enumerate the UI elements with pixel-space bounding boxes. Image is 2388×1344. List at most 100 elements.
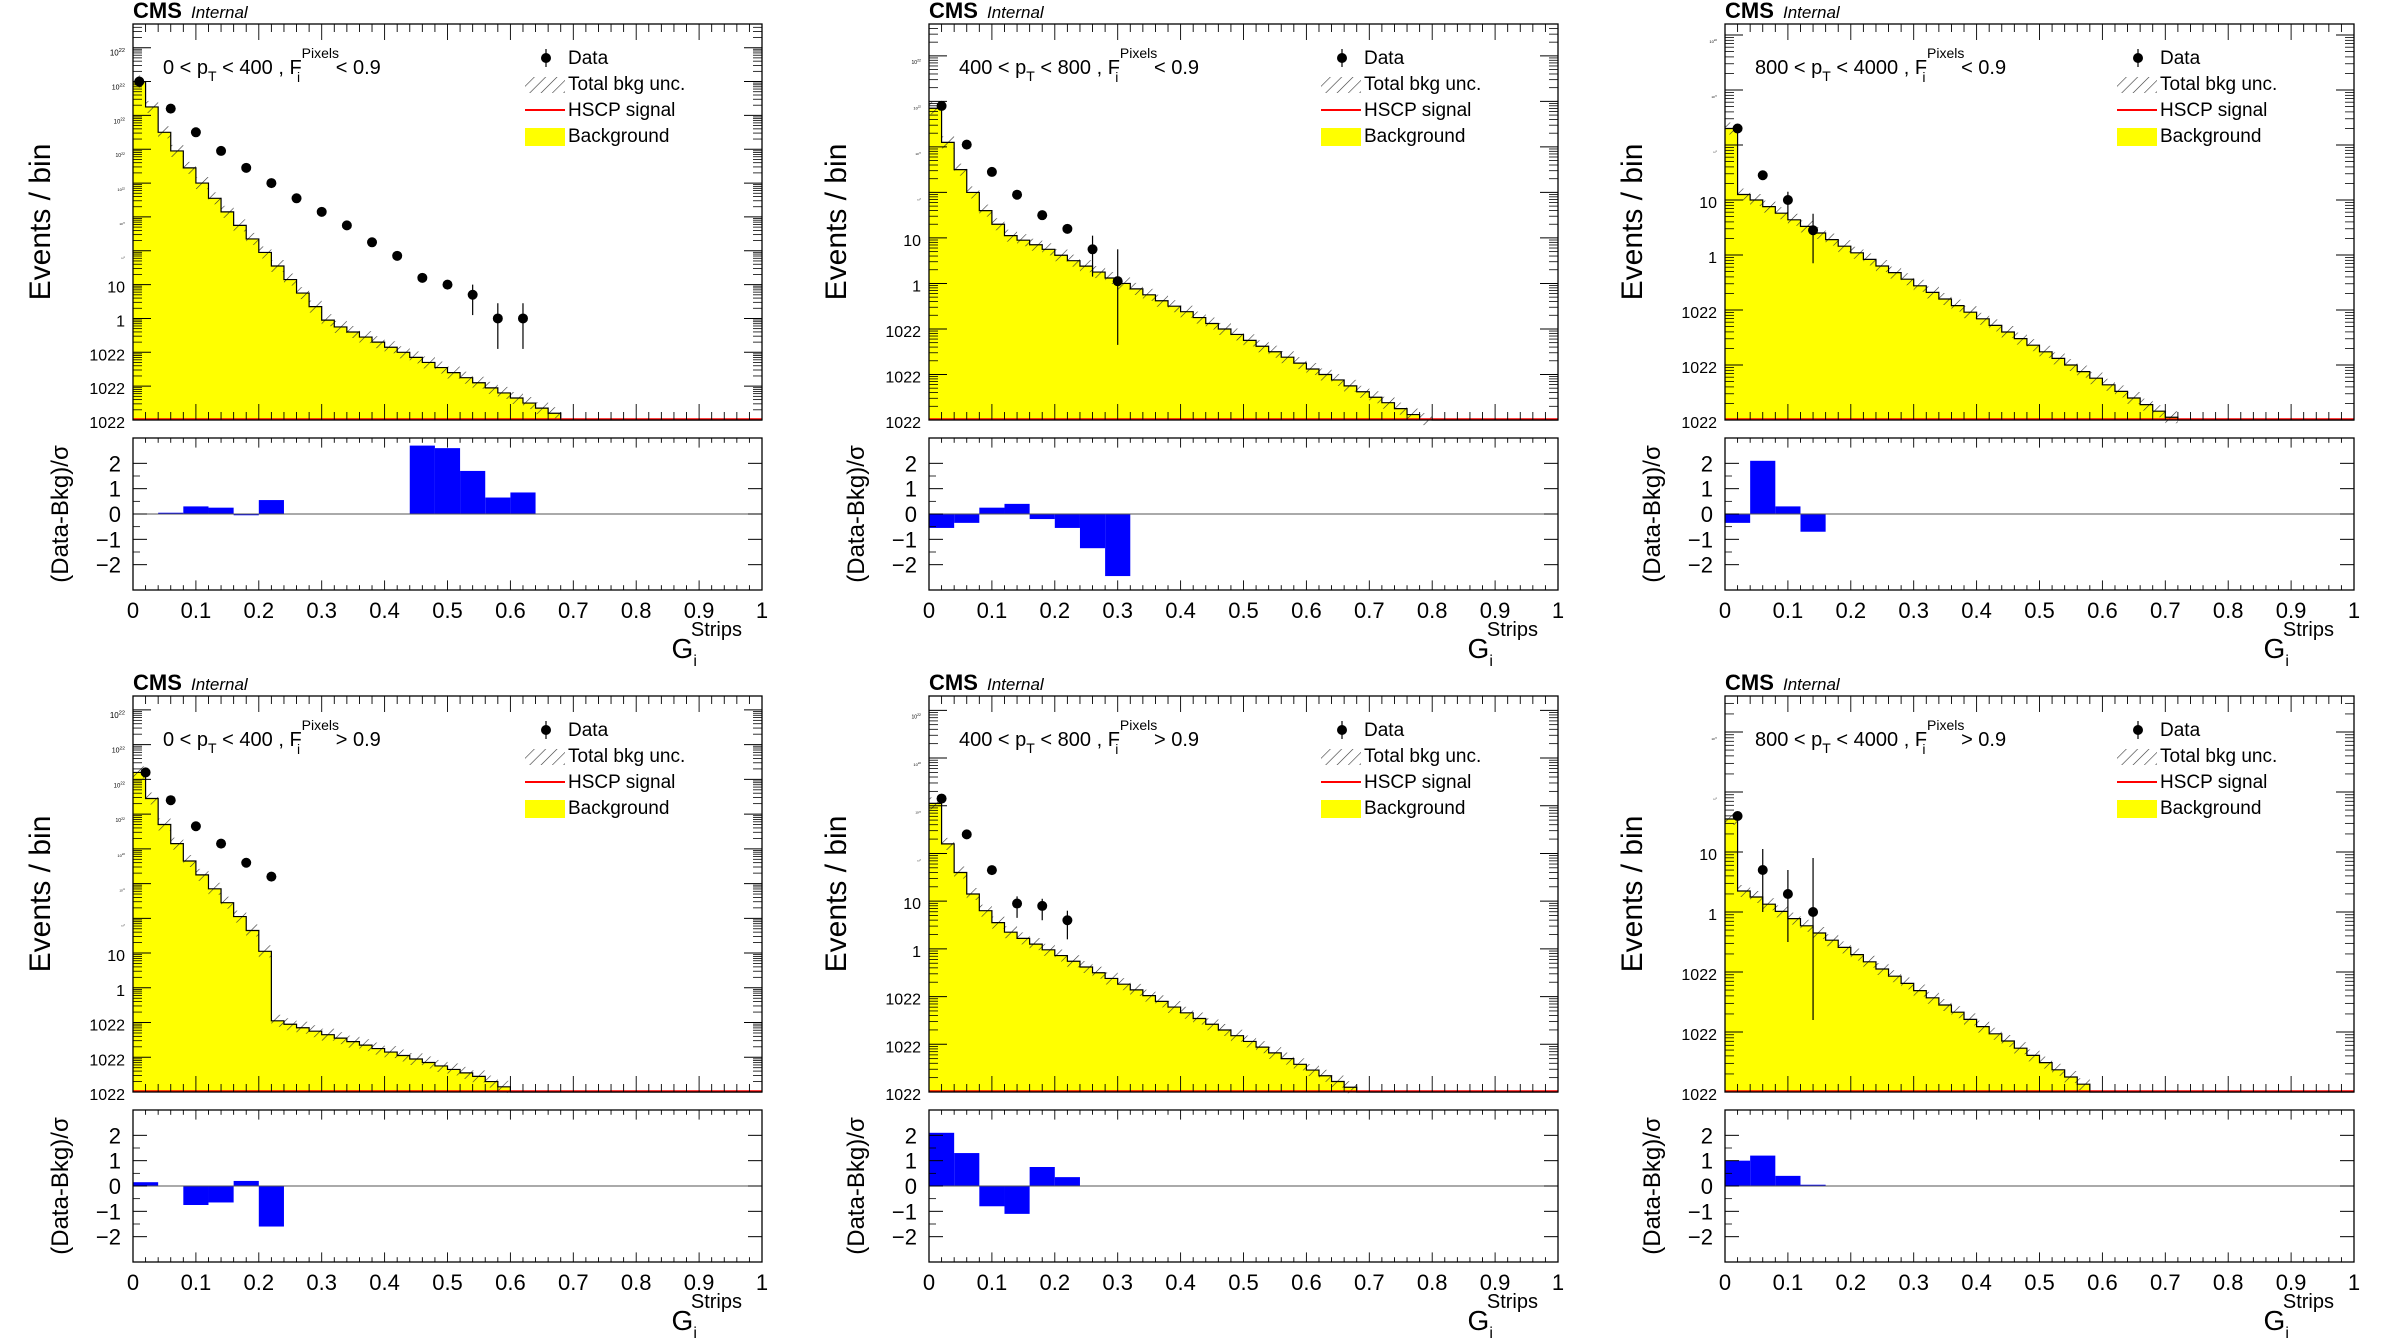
data-point: [1012, 189, 1023, 200]
ratio-y-tick-label: 1: [1701, 477, 1713, 502]
data-point: [291, 193, 302, 204]
ratio-bar: [233, 1180, 259, 1186]
y-tick-label: 1022: [89, 381, 125, 398]
data-point: [190, 127, 201, 138]
y-tick-label: 1022: [112, 82, 126, 91]
legend-label-unc: Total bkg unc.: [2160, 746, 2277, 767]
x-tick-label: 0.6: [495, 598, 526, 623]
chart-svg: 1022 1022 1022 122 1022 1022 1022 CMS Internal 80…: [1616, 672, 2360, 1342]
y-tick-label: 1022: [121, 257, 125, 260]
background-histogram: [929, 803, 1558, 1092]
ratio-y-tick-label: −2: [96, 553, 121, 578]
data-point: [986, 166, 997, 177]
y-tick-label: 1022: [1681, 1027, 1717, 1044]
x-axis-label: GiStrips: [2264, 1291, 2334, 1342]
pt-bin-label: 800 < pT < 4000 , FPixels i > 0.9: [1755, 717, 2006, 757]
data-point: [1732, 811, 1743, 821]
ratio-bar: [460, 470, 486, 514]
y-axis-label: Events / bin: [820, 816, 853, 973]
legend-unc-swatch: [525, 77, 565, 93]
data-point: [216, 145, 227, 156]
x-axis-label: GiStrips: [672, 1291, 742, 1342]
x-tick-label: 0.8: [2213, 1270, 2244, 1295]
y-tick-label: 1022: [912, 713, 922, 720]
chart-svg: 1022 1022 1022 1022 1022 1022 1022 1022 122 1022 1…: [24, 672, 768, 1342]
y-tick-label: 1022: [119, 222, 125, 226]
data-point: [165, 795, 176, 806]
x-tick-label: 0.9: [1480, 598, 1511, 623]
ratio-bar: [1105, 514, 1131, 577]
x-tick-label: 0.4: [1961, 598, 1992, 623]
legend-unc-swatch: [2117, 749, 2157, 765]
x-tick-label: 0.5: [432, 598, 463, 623]
y-tick-label: 1022: [1699, 847, 1717, 864]
y-axis-label: Events / bin: [1616, 816, 1649, 973]
y-tick-label: 122: [116, 983, 125, 1000]
x-tick-label: 0.9: [684, 1270, 715, 1295]
data-point: [1037, 900, 1048, 911]
ratio-bar: [1004, 503, 1030, 514]
y-tick-label: 1022: [89, 1018, 125, 1035]
y-tick-label: 1022: [885, 1039, 921, 1056]
y-tick-label: 1022: [1681, 360, 1717, 377]
cms-label: CMS: [1725, 0, 1774, 23]
legend-label-data: Data: [568, 720, 609, 741]
pt-bin-label: 400 < pT < 800 , FPixels i < 0.9: [959, 45, 1199, 85]
legend-bkg-swatch: [1321, 800, 1361, 818]
ratio-y-tick-label: 1: [109, 477, 121, 502]
ratio-y-tick-label: −2: [1688, 1225, 1713, 1250]
x-tick-label: 1: [756, 1270, 768, 1295]
legend-bkg-swatch: [525, 128, 565, 146]
data-point: [1037, 210, 1048, 221]
x-tick-label: 0: [1719, 598, 1731, 623]
y-tick-label: 1022: [107, 280, 125, 297]
y-tick-label: 1022: [1699, 195, 1717, 212]
y-tick-label: 1022: [917, 860, 921, 863]
legend-label-unc: Total bkg unc.: [2160, 74, 2277, 95]
chart-panel: 1022 1022 1022 1022 1022 1022 1022 1022 122 1022 1…: [0, 672, 796, 1344]
ratio-bar: [183, 506, 209, 514]
y-tick-label: 1022: [89, 1087, 125, 1104]
data-point: [1808, 225, 1819, 236]
ratio-y-tick-label: −2: [1688, 553, 1713, 578]
x-tick-label: 1: [1552, 1270, 1564, 1295]
x-tick-label: 1: [2348, 598, 2360, 623]
data-point: [241, 857, 252, 868]
x-tick-label: 0.2: [244, 598, 275, 623]
ratio-y-tick-label: −1: [96, 1199, 121, 1224]
y-tick-label: 1022: [89, 1052, 125, 1069]
ratio-bar: [979, 1186, 1005, 1207]
y-tick-label: 1022: [885, 324, 921, 341]
ratio-y-tick-label: 2: [1701, 1123, 1713, 1148]
background-outline: [929, 107, 1558, 421]
ratio-bar: [1800, 514, 1826, 532]
x-tick-label: 0.7: [558, 1270, 589, 1295]
x-tick-label: 0.6: [495, 1270, 526, 1295]
y-tick-label: 1022: [119, 889, 125, 893]
y-axis-label: Events / bin: [820, 144, 853, 301]
data-point: [341, 220, 352, 231]
ratio-y-tick-label: 0: [905, 502, 917, 527]
x-tick-label: 0.9: [2276, 1270, 2307, 1295]
y-tick-label: 1022: [913, 105, 921, 111]
legend-unc-swatch: [1321, 77, 1361, 93]
data-point: [417, 272, 428, 283]
y-tick-label: 1022: [116, 817, 126, 824]
ratio-bar: [1029, 1167, 1055, 1186]
ratio-y-tick-label: 2: [1701, 451, 1713, 476]
y-tick-label: 1022: [885, 992, 921, 1009]
data-point: [1087, 244, 1098, 255]
y-axis-label: Events / bin: [24, 144, 57, 301]
ratio-y-axis-label: (Data-Bkg)/σ: [1639, 1117, 1666, 1255]
data-point: [442, 279, 453, 290]
internal-label: Internal: [987, 3, 1045, 22]
x-tick-label: 0.8: [1417, 1270, 1448, 1295]
x-tick-label: 1: [1552, 598, 1564, 623]
legend-bkg-swatch: [2117, 800, 2157, 818]
legend-label-background: Background: [2160, 126, 2261, 147]
internal-label: Internal: [1783, 675, 1841, 694]
x-tick-label: 0.7: [1354, 598, 1385, 623]
legend-label-signal: HSCP signal: [2160, 772, 2267, 793]
ratio-y-tick-label: −1: [96, 527, 121, 552]
data-point: [1808, 907, 1819, 917]
